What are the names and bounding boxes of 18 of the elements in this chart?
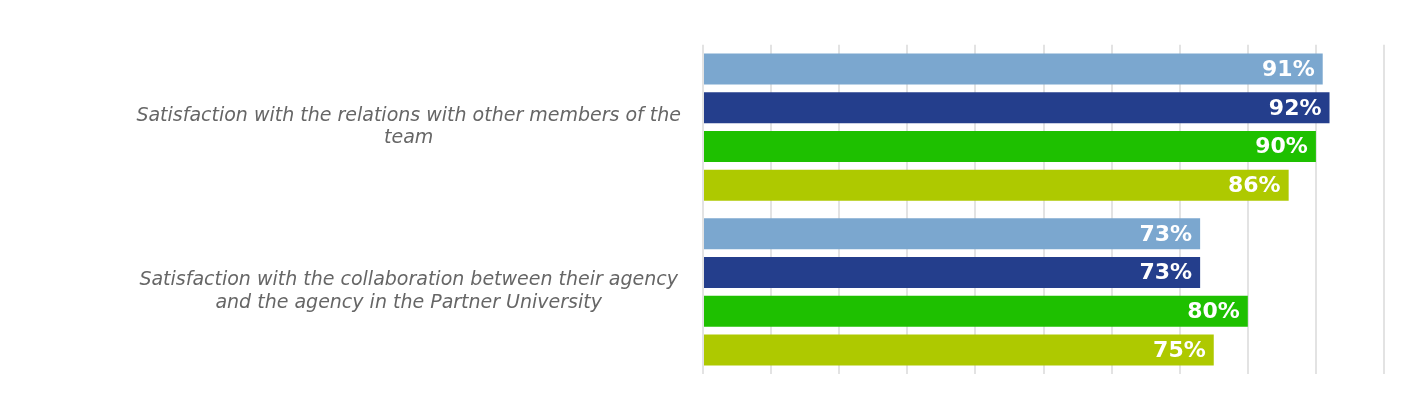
data-label: 75% (1153, 336, 1206, 362)
data-label: 91% (1262, 55, 1315, 81)
bar (704, 218, 1201, 250)
data-label: 73% (1139, 220, 1193, 246)
data-label: 73% (1139, 259, 1193, 285)
data-label: 80% (1187, 297, 1240, 323)
bar (704, 257, 1201, 288)
y-tick-label: Satisfaction with the collaboration between their agency and the agency in the Partner University (139, 267, 679, 313)
data-label: 92% (1268, 94, 1322, 120)
data-label: 90% (1255, 133, 1308, 159)
bar (704, 169, 1289, 201)
bar (704, 334, 1214, 366)
bar (704, 131, 1316, 162)
bar (704, 92, 1330, 124)
data-label: 86% (1227, 171, 1281, 197)
bar (704, 295, 1248, 327)
y-tick-label: Satisfaction with the relations with other members of the team (136, 102, 681, 148)
bar (704, 53, 1323, 85)
